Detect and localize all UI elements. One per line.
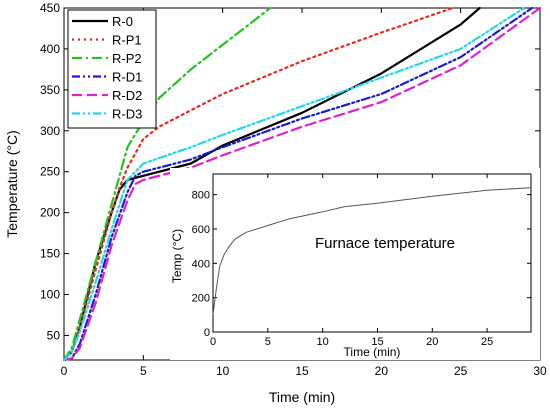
inset-annotation: Furnace temperature — [315, 235, 455, 252]
inset-x-tick-label-0: 0 — [210, 336, 216, 348]
legend-label-r-p1: R-P1 — [112, 33, 142, 48]
x-tick-label-0: 0 — [61, 364, 68, 378]
y-tick-label-5: 300 — [40, 124, 60, 138]
inset-series-line-0 — [212, 187, 532, 315]
inset-y-tick-label-0: 0 — [204, 327, 210, 339]
inset-plot-frame — [212, 173, 532, 333]
y-tick-label-2: 150 — [40, 247, 60, 261]
legend-label-r-d2: R-D2 — [112, 88, 142, 103]
legend-label-r-0: R-0 — [112, 14, 133, 29]
y-tick-label-1: 100 — [40, 288, 60, 302]
inset-y-tick-label-3: 600 — [192, 224, 210, 236]
legend-label-r-d3: R-D3 — [112, 107, 142, 122]
x-tick-label-4: 20 — [375, 364, 389, 378]
x-tick-label-3: 15 — [295, 364, 309, 378]
x-tick-label-1: 5 — [140, 364, 147, 378]
inset-y-tick-label-2: 400 — [192, 258, 210, 270]
legend-label-r-p2: R-P2 — [112, 51, 142, 66]
legend: R-0 R-P1 R-P2 R-D1 R-D2 R-D3 — [67, 9, 157, 129]
inset-ticks: 0 5 10 15 20 25 0 200 400 600 800 — [192, 174, 531, 348]
inset-x-tick-label-1: 5 — [265, 336, 271, 348]
inset-x-tick-label-3: 15 — [371, 336, 383, 348]
inset-series — [212, 187, 532, 315]
inset-y-axis-title: Temp (°C) — [170, 229, 184, 283]
series-line-r-d2 — [62, 6, 542, 362]
y-tick-label-6: 350 — [40, 83, 60, 97]
x-tick-label-5: 25 — [454, 364, 468, 378]
legend-box — [67, 9, 157, 129]
main-series — [62, 6, 542, 362]
inset-y-tick-label-4: 800 — [192, 190, 210, 202]
y-tick-label-3: 200 — [40, 206, 60, 220]
series-line-r-p2 — [62, 6, 272, 362]
inset-background — [170, 168, 540, 360]
inset-x-tick-label-2: 10 — [317, 336, 329, 348]
y-tick-label-0: 50 — [47, 328, 61, 342]
x-tick-label-6: 30 — [533, 364, 547, 378]
inset-x-axis-title: Time (min) — [344, 345, 401, 359]
series-line-r-p1 — [62, 6, 454, 362]
x-tick-label-2: 10 — [216, 364, 230, 378]
series-line-r-d3 — [62, 6, 526, 362]
legend-label-r-d1: R-D1 — [112, 70, 142, 85]
inset-y-tick-label-1: 200 — [192, 293, 210, 305]
x-axis-title: Time (min) — [269, 389, 335, 405]
series-line-r-d1 — [62, 6, 534, 362]
y-axis-title: Temperature (°C) — [4, 130, 20, 238]
y-tick-label-8: 450 — [40, 1, 60, 15]
inset-x-tick-label-4: 20 — [426, 336, 438, 348]
y-tick-label-7: 400 — [40, 42, 60, 56]
inset-x-tick-label-5: 25 — [481, 336, 493, 348]
y-tick-label-4: 250 — [40, 165, 60, 179]
